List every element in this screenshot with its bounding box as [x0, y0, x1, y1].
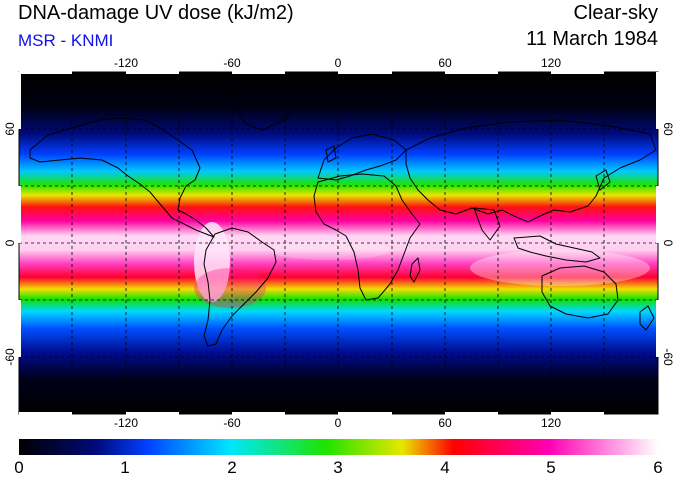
lon-tick-top: -120 [114, 56, 138, 70]
australia-outline [541, 265, 619, 319]
southeast-asia-islands-outline [513, 235, 601, 263]
atlantic-high-dose-region [270, 240, 390, 260]
lon-tick-top: 60 [438, 56, 452, 70]
andes-high-dose-region [194, 222, 230, 302]
greenland-outline [229, 85, 301, 131]
lon-tick-top: -60 [223, 56, 241, 70]
north-america-outline [29, 117, 215, 238]
asia-outline [405, 119, 657, 223]
bottom-longitude-ticks: -120 -60 0 60 120 [114, 416, 561, 430]
lon-tick-bottom: 120 [541, 416, 561, 430]
new-zealand-outline [639, 305, 655, 331]
coastlines [29, 85, 657, 347]
lat-tick-left: 0 [3, 239, 17, 246]
colorbar-tick-label: 5 [546, 458, 556, 477]
lat-tick-left: -60 [3, 348, 17, 366]
colorbar [19, 439, 658, 455]
date-label: 11 March 1984 [526, 28, 658, 50]
british-isles-outline [325, 145, 337, 163]
lon-tick-bottom: 60 [438, 416, 452, 430]
colorbar-tick-label: 6 [653, 458, 663, 477]
lon-tick-bottom: -60 [223, 416, 241, 430]
madagascar-outline [409, 257, 421, 283]
lat-tick-left: 60 [3, 122, 17, 136]
source-label: MSR - KNMI [18, 31, 114, 50]
lat-tick-right: 0 [661, 240, 675, 247]
lon-tick-bottom: 0 [335, 416, 342, 430]
lat-tick-right: 60 [661, 122, 675, 136]
africa-outline [313, 173, 421, 301]
colorbar-tick-label: 2 [227, 458, 237, 477]
lon-tick-top: 120 [541, 56, 561, 70]
lon-tick-top: 0 [335, 56, 342, 70]
lon-tick-bottom: -120 [114, 416, 138, 430]
japan-outline [595, 169, 611, 191]
lat-tick-right: -60 [661, 348, 675, 366]
map-title: DNA-damage UV dose (kJ/m2) [18, 2, 294, 24]
colorbar-tick-label: 1 [120, 458, 130, 477]
graticule [19, 72, 658, 414]
colorbar-tick-label: 3 [333, 458, 343, 477]
top-longitude-ticks: -120 -60 0 60 120 [114, 56, 561, 70]
south-america-high-dose-region [194, 268, 266, 308]
colorbar-tick-label: 4 [440, 458, 450, 477]
south-america-outline [203, 227, 277, 347]
sky-condition-label: Clear-sky [573, 2, 658, 24]
india-outline [473, 207, 501, 241]
left-latitude-ticks: 60 0 -60 [3, 122, 17, 366]
colorbar-tick-label: 0 [14, 458, 24, 477]
right-latitude-ticks: 60 0 -60 [661, 122, 675, 366]
frame-border-bars [17, 70, 660, 416]
